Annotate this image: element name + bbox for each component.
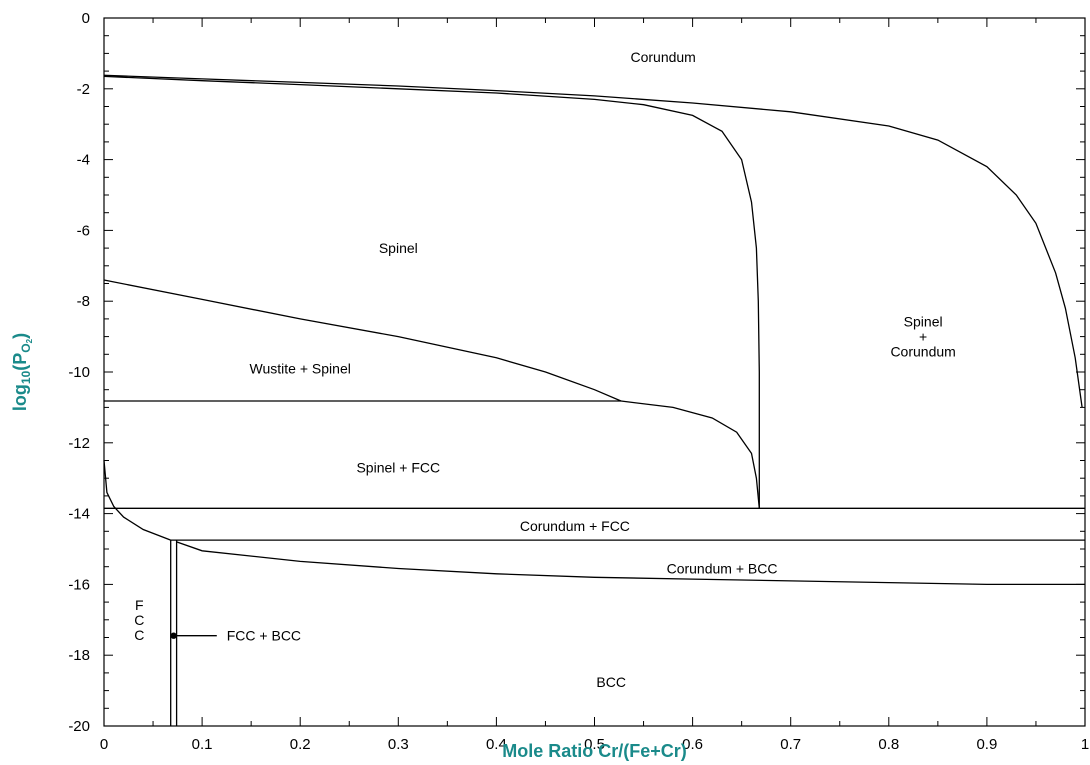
axis-ticks	[103, 17, 1086, 727]
y-tick-label: -20	[68, 718, 90, 735]
region-label-corundum: Corundum	[630, 49, 695, 65]
y-tick-label: -10	[68, 364, 90, 381]
x-tick-label: 0.9	[976, 736, 997, 753]
region-label-bcc: BCC	[596, 674, 626, 690]
tick-labels: 0 0.1 0.2 0.3 0.4 0.5 0.6 0.7 0.8 0.9 1 0 -2 -4 -6 -8 -1…	[68, 10, 1089, 753]
x-tick-label: 0.5	[584, 736, 605, 753]
x-tick-label: 0	[100, 736, 108, 753]
y-tick-label: 0	[82, 10, 90, 27]
x-tick-label: 0.8	[878, 736, 899, 753]
y-tick-label: -16	[68, 576, 90, 593]
x-tick-label: 0.3	[388, 736, 409, 753]
x-tick-label: 0.4	[486, 736, 507, 753]
region-label-fcc: C	[134, 627, 144, 643]
y-axis-title: log10(PO2)	[10, 333, 34, 411]
y-tick-label: -6	[77, 222, 90, 239]
boundary-spinel-fcc-right	[620, 400, 760, 509]
x-tick-label: 0.1	[192, 736, 213, 753]
x-axis-title: Mole Ratio Cr/(Fe+Cr)	[502, 741, 687, 761]
boundary-spinel-wustite-spinel	[103, 279, 622, 402]
fcc-bcc-marker	[170, 632, 177, 639]
x-tick-label: 0.2	[290, 736, 311, 753]
y-tick-label: -8	[77, 293, 90, 310]
y-tick-label: -4	[77, 152, 90, 169]
region-label-fcc-bcc: FCC + BCC	[227, 628, 301, 644]
x-tick-label: 0.6	[682, 736, 703, 753]
region-label-spinel-fcc: Spinel + FCC	[356, 460, 440, 476]
phase-boundaries	[103, 74, 1085, 726]
region-label-corundum-bcc: Corundum + BCC	[667, 560, 778, 576]
boundary-fcc-upper-boundary	[103, 460, 171, 541]
boundary-corundum-spinel-corundum	[103, 74, 1083, 408]
y-tick-label: -14	[68, 506, 90, 523]
region-label-corundum-fcc: Corundum + FCC	[520, 518, 630, 534]
boundary-corundum-bcc-bcc	[176, 541, 1085, 586]
region-label-spinel-corundum: Spinel	[904, 314, 943, 330]
x-tick-label: 0.7	[780, 736, 801, 753]
x-tick-label: 1	[1081, 736, 1089, 753]
y-tick-label: -2	[77, 81, 90, 98]
region-label-spinel: Spinel	[379, 240, 418, 256]
y-tick-label: -18	[68, 647, 90, 664]
region-label-spinel-corundum: +	[919, 329, 927, 345]
region-label-fcc: F	[135, 597, 144, 613]
region-label-wustite-spinel: Wustite + Spinel	[250, 360, 351, 376]
boundary-spinel-spinel-corundum	[103, 75, 760, 509]
y-tick-label: -12	[68, 435, 90, 452]
region-label-spinel-corundum: Corundum	[890, 344, 955, 360]
region-label-fcc: C	[134, 612, 144, 628]
